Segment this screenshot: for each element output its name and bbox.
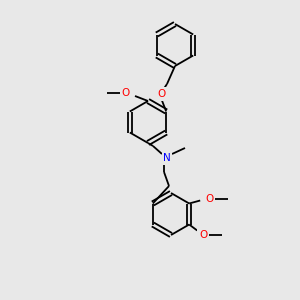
Text: O: O	[122, 88, 130, 98]
Text: O: O	[199, 230, 207, 239]
Text: O: O	[205, 194, 213, 203]
Text: O: O	[158, 89, 166, 99]
Text: N: N	[163, 153, 171, 163]
